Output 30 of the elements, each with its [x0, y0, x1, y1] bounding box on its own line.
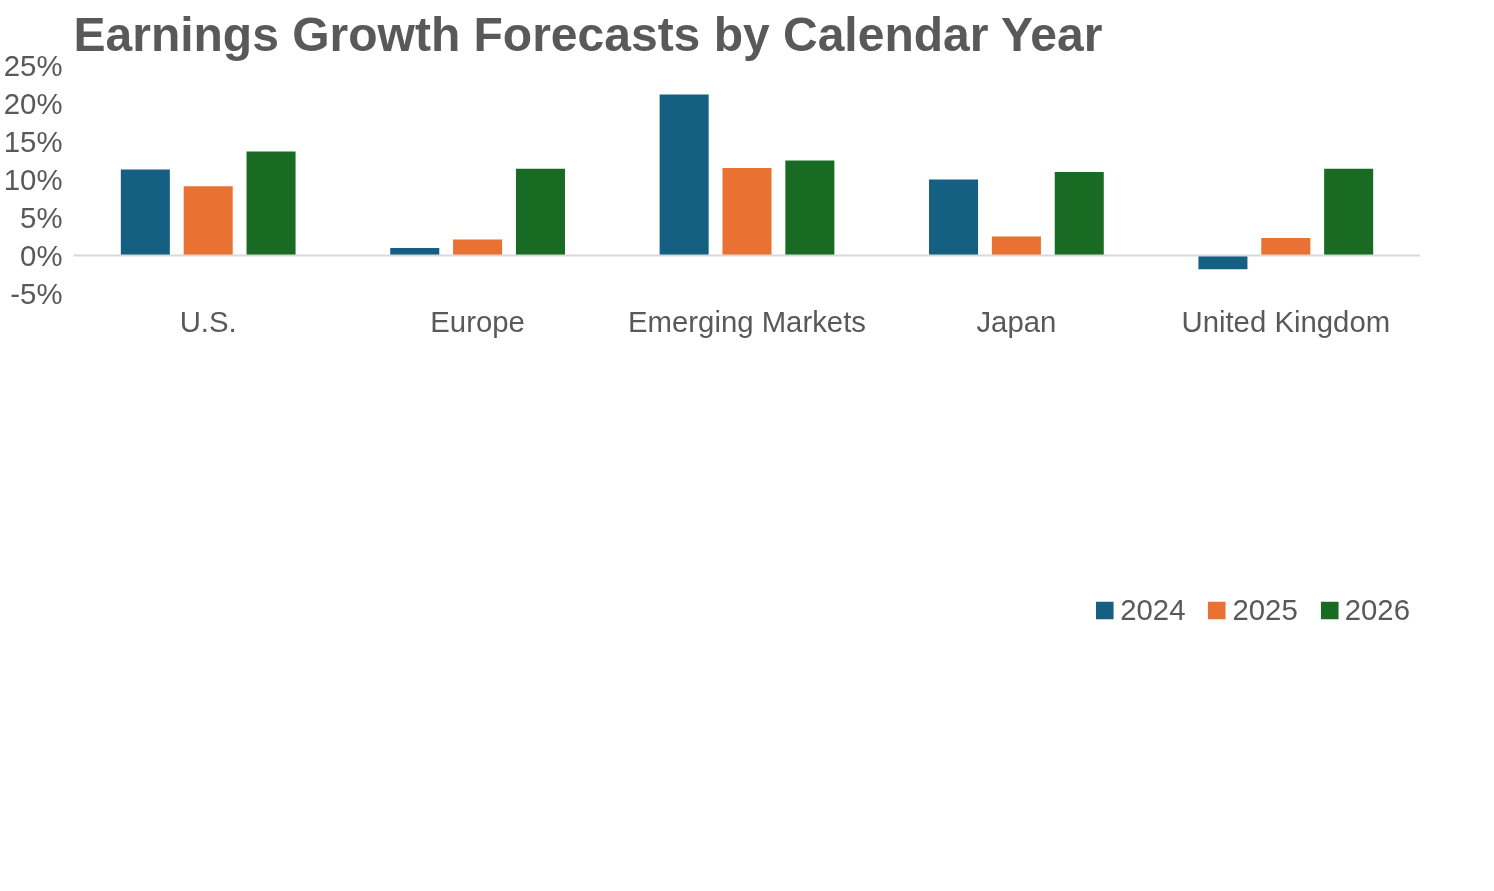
legend-label: 2025: [1232, 593, 1298, 627]
y-tick-label: -5%: [10, 277, 63, 310]
bar: [120, 169, 170, 256]
x-tick-label: U.S.: [179, 304, 237, 338]
bar: [390, 247, 440, 256]
bar: [722, 168, 772, 256]
bar: [183, 186, 233, 256]
bar: [246, 151, 296, 256]
y-tick-label: 0%: [20, 239, 63, 272]
bar: [659, 94, 709, 256]
y-tick-label: 10%: [3, 163, 63, 196]
y-tick-label: 5%: [20, 201, 63, 234]
bar: [453, 239, 503, 256]
y-tick-label: 25%: [3, 49, 63, 82]
y-tick-label: 15%: [3, 125, 63, 158]
bar: [785, 160, 835, 256]
bar: [1261, 238, 1311, 256]
bar: [929, 179, 979, 256]
x-tick-label: Emerging Markets: [628, 304, 866, 338]
x-tick-label: United Kingdom: [1181, 304, 1391, 338]
legend-label: 2026: [1344, 593, 1410, 627]
bar: [1324, 168, 1374, 256]
bar: [991, 236, 1041, 256]
y-tick-label: 20%: [3, 87, 63, 120]
x-tick-label: Japan: [976, 304, 1057, 338]
x-tick-label: Europe: [430, 304, 525, 338]
legend-label: 2024: [1120, 593, 1186, 627]
bar: [1054, 171, 1104, 256]
bar: [515, 168, 565, 256]
chart-title: Earnings Growth Forecasts by Calendar Year: [73, 7, 1103, 61]
